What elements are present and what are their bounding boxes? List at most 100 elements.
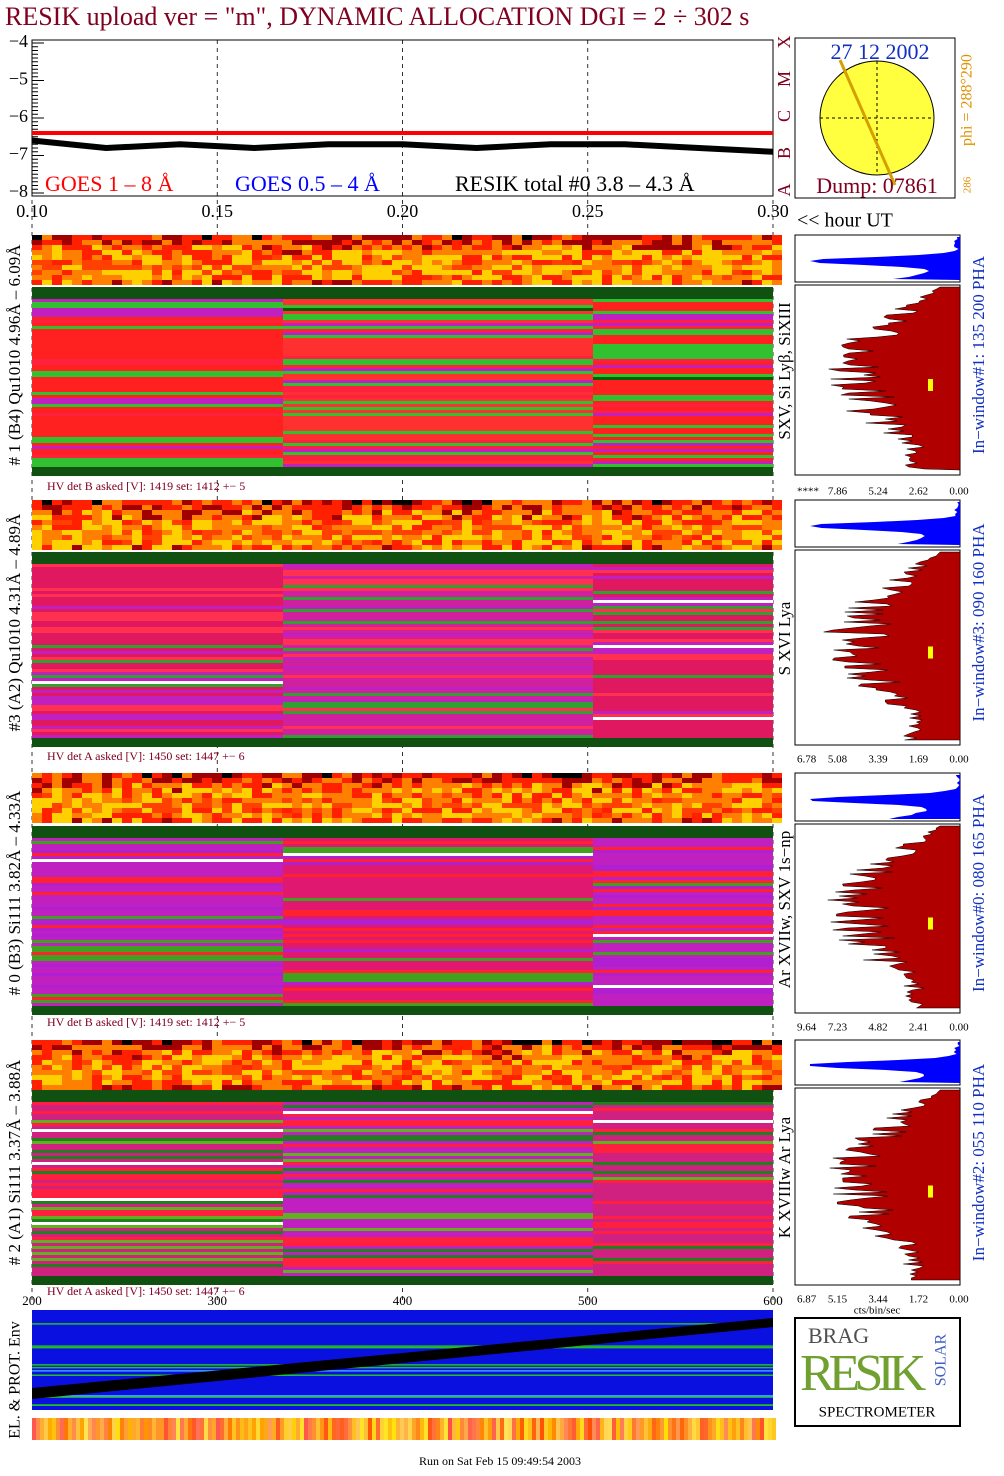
strip-cell [622,1040,632,1045]
strip-cell [462,265,472,270]
strip-cell [692,803,702,808]
strip-cell [502,505,512,510]
strip-cell [362,793,372,798]
strip-cell [612,783,622,788]
strip-cell [312,515,322,520]
strip-cell [702,270,712,275]
env-strip [92,1418,96,1440]
strip-cell [122,1065,132,1070]
strip-cell [442,250,452,255]
strip-cell [432,240,442,245]
strip-cell [692,540,702,545]
strip-cell [702,813,712,818]
strip-cell [492,798,502,803]
strip-cell [562,1050,572,1055]
strip-cell [532,250,542,255]
strip-cell [752,813,762,818]
strip-cell [662,1085,672,1090]
strip-cell [662,510,672,515]
strip-cell [152,535,162,540]
strip-cell [132,1055,142,1060]
strip-cell [452,788,462,793]
strip-cell [372,1050,382,1055]
strip-cell [742,500,752,505]
strip-cell [512,535,522,540]
strip-cell [52,510,62,515]
strip-cell [452,545,462,550]
strip-cell [392,500,402,505]
strip-cell [192,1070,202,1075]
strip-cell [82,525,92,530]
strip-cell [292,505,302,510]
strip-cell [552,255,562,260]
strip-cell [772,788,782,793]
strip-cell [172,515,182,520]
spectrogram-row [32,398,283,401]
strip-cell [52,1040,62,1045]
strip-cell [672,270,682,275]
hv-label: HV det B asked [V]: 1419 set: 1412 +− 5 [47,479,245,493]
strip-cell [192,1065,202,1070]
strip-cell [502,818,512,823]
strip-cell [102,1065,112,1070]
strip-cell [722,260,732,265]
strip-cell [502,240,512,245]
strip-cell [172,793,182,798]
strip-cell [592,545,602,550]
strip-cell [742,530,752,535]
env-strip [684,1418,688,1440]
strip-cell [582,270,592,275]
spectrogram-row [593,922,773,925]
strip-cell [232,773,242,778]
strip-cell [272,500,282,505]
strip-cell [622,1050,632,1055]
strip-cell [662,280,672,285]
strip-cell [422,1045,432,1050]
strip-cell [742,280,752,285]
spectrogram-row [283,889,593,892]
strip-cell [502,1080,512,1085]
strip-cell [712,1060,722,1065]
strip-cell [422,1060,432,1065]
strip-cell [642,788,652,793]
strip-cell [322,245,332,250]
strip-cell [182,1055,192,1060]
strip-cell [202,240,212,245]
strip-cell [272,530,282,535]
strip-cell [322,545,332,550]
strip-cell [422,505,432,510]
pha-tick-label: 6.78 [797,754,817,766]
spectrogram-row [32,1180,283,1183]
strip-cell [42,1065,52,1070]
strip-cell [622,270,632,275]
spectrogram-row [283,624,593,627]
strip-cell [162,510,172,515]
strip-cell [572,265,582,270]
strip-cell [132,260,142,265]
strip-cell [542,813,552,818]
strip-cell [172,1085,182,1090]
spectrogram-row [283,1120,593,1123]
strip-cell [282,545,292,550]
strip-cell [502,808,512,813]
strip-cell [402,788,412,793]
strip-cell [522,240,532,245]
strip-cell [72,530,82,535]
strip-cell [562,515,572,520]
strip-cell [492,1045,502,1050]
spectrogram-row [593,660,773,663]
strip-cell [172,240,182,245]
series-line [31,137,774,155]
spectrogram-row [32,1252,283,1255]
strip-cell [642,270,652,275]
spectrogram-row [593,874,773,877]
env-strip [428,1418,432,1440]
spectrogram-row [593,573,773,576]
strip-cell [702,778,712,783]
spectrogram-row [283,371,593,374]
strip-cell [92,240,102,245]
spectrogram-row [32,985,283,988]
strip-cell [342,1080,352,1085]
strip-cell [82,520,92,525]
strip-cell [62,235,72,240]
